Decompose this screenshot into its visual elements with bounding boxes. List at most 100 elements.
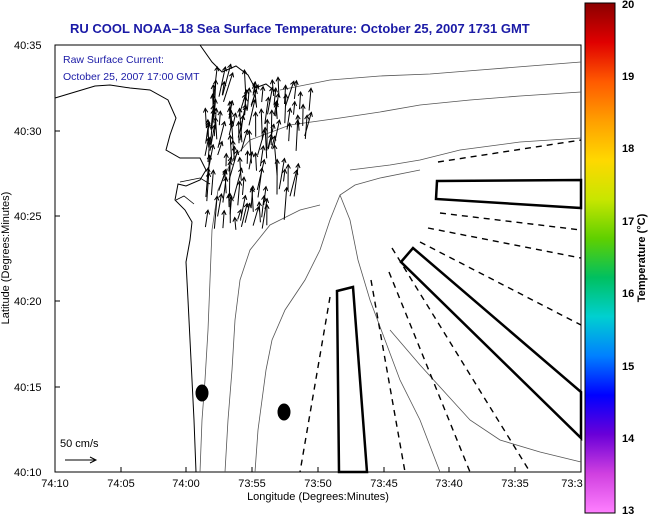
current-vector	[212, 84, 215, 105]
current-vector-head	[238, 167, 244, 173]
current-vector-head	[290, 80, 296, 86]
current-vector-head	[202, 107, 209, 113]
current-vector	[271, 136, 276, 149]
current-vector-head	[242, 194, 248, 201]
current-vector-head	[204, 209, 211, 215]
current-vector	[228, 157, 232, 172]
cb-tick-17: 17	[622, 216, 634, 228]
current-vector	[223, 72, 234, 102]
current-vector-head	[205, 166, 211, 173]
current-vector-head	[287, 107, 293, 113]
current-vector-head	[213, 116, 219, 122]
cb-tick-18: 18	[622, 143, 634, 155]
current-vector-head	[222, 168, 228, 174]
current-vector	[288, 123, 291, 142]
y-tick-6: 40:10	[14, 467, 42, 479]
current-vector-head	[271, 135, 277, 141]
current-vector-head	[237, 156, 243, 163]
current-vector-head	[251, 83, 258, 89]
current-vector	[252, 81, 256, 96]
current-vector	[228, 150, 239, 180]
current-vector-head	[264, 203, 270, 210]
current-vector-head	[283, 93, 289, 99]
current-vector	[251, 188, 254, 212]
current-vector	[273, 119, 280, 148]
current-vector	[217, 121, 226, 148]
current-vector	[277, 77, 280, 98]
current-vector	[261, 198, 268, 229]
current-vector	[207, 119, 210, 148]
y-tick-5: 40:15	[14, 382, 42, 394]
current-vector	[278, 158, 285, 190]
y-axis: 40:35 40:30 40:25 40:20 40:15 40:10 Lati…	[0, 40, 60, 479]
current-vector-head	[261, 194, 267, 201]
current-vector-head	[286, 122, 293, 128]
current-vector	[237, 209, 242, 220]
current-vector-head	[223, 176, 229, 182]
current-vector-head	[241, 176, 247, 182]
current-vector-head	[256, 201, 262, 207]
current-vector	[295, 120, 299, 151]
cb-tick-13: 13	[622, 505, 634, 517]
current-vector-head	[237, 107, 243, 113]
current-vector	[213, 196, 218, 229]
current-vector	[222, 177, 227, 203]
current-vector-head	[222, 65, 228, 72]
current-vector-head	[307, 111, 313, 117]
current-vector-head	[295, 114, 301, 120]
current-vector-head	[264, 118, 270, 124]
cb-tick-14: 14	[622, 433, 635, 445]
current-vector-head	[242, 96, 248, 102]
x-tick-2: 74:05	[107, 478, 135, 490]
annotation-line2: October 25, 2007 17:00 GMT	[63, 71, 200, 83]
current-vector-head	[205, 122, 211, 129]
current-vector	[308, 88, 312, 111]
current-vector	[255, 152, 257, 171]
current-vector-head	[221, 120, 227, 127]
current-vector-head	[294, 119, 301, 125]
current-vector	[207, 137, 211, 163]
cb-tick-19: 19	[622, 71, 634, 83]
current-vector	[263, 186, 267, 206]
current-vector	[229, 135, 233, 160]
marker-dot-west	[195, 384, 209, 402]
current-vector	[293, 163, 299, 197]
current-vector	[222, 210, 225, 229]
current-vector	[252, 206, 259, 226]
current-vector-head	[272, 143, 278, 150]
current-vector	[275, 103, 278, 119]
current-vector	[273, 88, 277, 106]
current-vector	[259, 145, 264, 167]
current-vector-head	[281, 157, 287, 163]
current-vector	[212, 94, 215, 115]
current-vector	[218, 66, 226, 97]
current-vector-head	[232, 216, 238, 222]
colorbar-label: Temperature (°C)	[636, 213, 648, 302]
current-vector-head	[236, 120, 242, 127]
x-tick-1: 74:10	[41, 478, 69, 490]
current-vector-head	[210, 169, 216, 175]
current-vector	[234, 217, 237, 230]
current-vector-head	[227, 63, 233, 69]
current-vector	[248, 151, 253, 170]
x-axis-label: Longitude (Degrees:Minutes)	[247, 491, 389, 503]
current-vector-head	[229, 72, 235, 78]
current-vector-head	[308, 87, 314, 93]
current-vector-head	[295, 162, 301, 169]
current-vector-head	[260, 144, 266, 151]
y-tick-2: 40:30	[14, 126, 42, 138]
current-vector-head	[273, 102, 279, 108]
scale-label: 50 cm/s	[60, 438, 99, 450]
current-vector-head	[213, 107, 219, 113]
current-vector	[304, 115, 308, 139]
current-vector	[240, 195, 246, 221]
current-vector	[284, 94, 287, 124]
current-vector-head	[258, 167, 265, 173]
current-vector-head	[261, 129, 267, 135]
x-tick-3: 74:00	[172, 478, 200, 490]
current-vector-head	[237, 208, 243, 215]
current-vector-head	[300, 103, 306, 109]
current-vector-head	[243, 88, 250, 95]
current-vector	[222, 64, 232, 96]
